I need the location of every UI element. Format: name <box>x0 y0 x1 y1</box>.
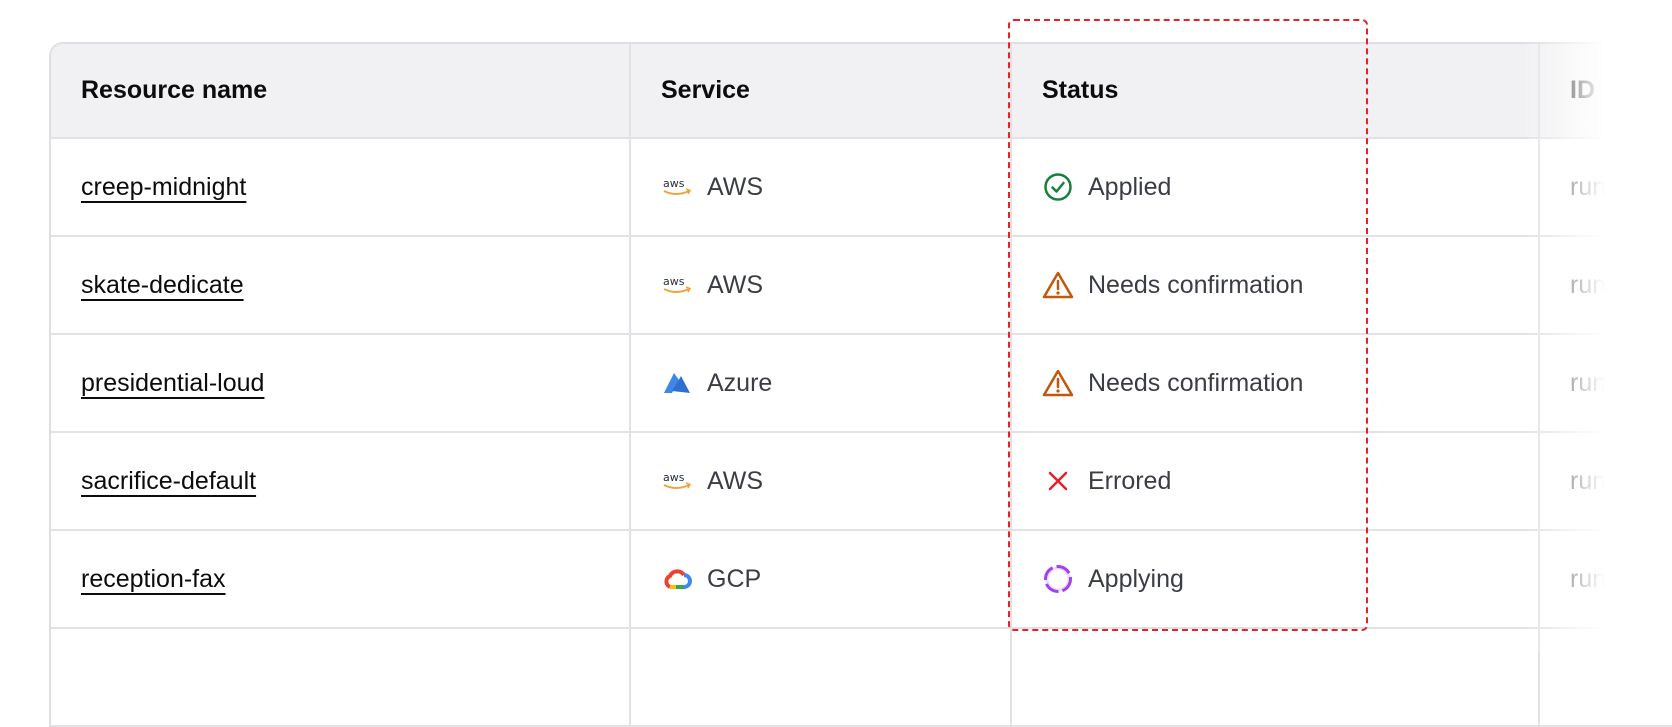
status-cell: Errored <box>1012 433 1540 529</box>
check-circle-icon <box>1042 171 1074 203</box>
service-cell: Azure <box>631 335 1012 431</box>
resource-name-link[interactable]: sacrifice-default <box>81 466 257 495</box>
resource-name-cell: sacrifice-default <box>51 433 631 529</box>
service-label: Azure <box>707 368 773 397</box>
header-service[interactable]: Service <box>631 44 1012 137</box>
service-cell: aws AWS <box>631 433 1012 529</box>
header-resource-name[interactable]: Resource name <box>51 44 631 137</box>
resource-name-link[interactable]: creep-midnight <box>81 172 247 201</box>
service-label: AWS <box>707 466 764 495</box>
resource-name-link[interactable]: skate-dedicate <box>81 270 244 299</box>
service-cell: aws AWS <box>631 139 1012 235</box>
resource-name-cell: reception-fax <box>51 531 631 627</box>
spinner-circle-icon <box>1042 563 1074 595</box>
gcp-logo-icon <box>661 563 693 595</box>
resource-name-cell: skate-dedicate <box>51 237 631 333</box>
aws-logo-icon: aws <box>661 269 693 301</box>
status-label: Errored <box>1088 466 1172 495</box>
service-label: AWS <box>707 270 764 299</box>
resources-table: Resource name Service Status ID creep-mi… <box>49 42 1672 727</box>
status-label: Applying <box>1088 564 1184 593</box>
warning-triangle-icon <box>1042 367 1074 399</box>
scroll-fade <box>1522 0 1672 652</box>
warning-triangle-icon <box>1042 269 1074 301</box>
resource-name-link[interactable]: presidential-loud <box>81 368 265 397</box>
status-label: Applied <box>1088 172 1172 201</box>
azure-logo-icon <box>661 367 693 399</box>
table-row-partial <box>51 629 1672 727</box>
table-row: skate-dedicate aws AWS Needs confirmation… <box>51 237 1672 335</box>
status-cell: Applying <box>1012 531 1540 627</box>
status-cell: Applied <box>1012 139 1540 235</box>
service-label: AWS <box>707 172 764 201</box>
service-cell: aws AWS <box>631 237 1012 333</box>
header-status[interactable]: Status <box>1012 44 1540 137</box>
status-cell: Needs confirmation <box>1012 237 1540 333</box>
aws-logo-icon: aws <box>661 171 693 203</box>
table-header: Resource name Service Status ID <box>51 44 1672 139</box>
table-row: reception-fax GCP Applying run- <box>51 531 1672 629</box>
service-cell: GCP <box>631 531 1012 627</box>
svg-text:aws: aws <box>663 471 685 484</box>
service-label: GCP <box>707 564 762 593</box>
aws-logo-icon: aws <box>661 465 693 497</box>
status-label: Needs confirmation <box>1088 270 1304 299</box>
status-cell: Needs confirmation <box>1012 335 1540 431</box>
resource-name-cell: creep-midnight <box>51 139 631 235</box>
status-label: Needs confirmation <box>1088 368 1304 397</box>
svg-text:aws: aws <box>663 275 685 288</box>
x-mark-icon <box>1042 465 1074 497</box>
table-row: presidential-loud Azure Needs confirmati… <box>51 335 1672 433</box>
resource-name-cell: presidential-loud <box>51 335 631 431</box>
svg-text:aws: aws <box>663 177 685 190</box>
resource-name-link[interactable]: reception-fax <box>81 564 226 593</box>
